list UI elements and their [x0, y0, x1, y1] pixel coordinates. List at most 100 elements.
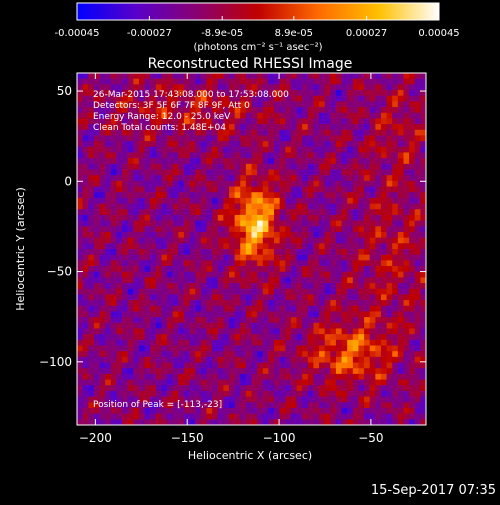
heatmap-cell [195, 351, 202, 358]
heatmap-cell [200, 95, 208, 102]
heatmap-cell [420, 294, 426, 301]
heatmap-cell [403, 317, 410, 324]
heatmap-cell [358, 231, 365, 239]
heatmap-cell [251, 197, 258, 205]
heatmap-cell [319, 317, 326, 324]
heatmap-cell [138, 118, 146, 125]
heatmap-cell [279, 158, 286, 165]
heatmap-cell [285, 362, 292, 369]
heatmap-cell [352, 175, 360, 182]
heatmap-cell [234, 254, 241, 261]
heatmap-cell [414, 84, 421, 91]
heatmap-cell [285, 152, 292, 159]
heatmap-cell [234, 73, 241, 80]
heatmap-cell [167, 107, 174, 114]
heatmap-cell [183, 368, 191, 375]
heatmap-cell [296, 345, 303, 352]
heatmap-cell [223, 78, 230, 85]
heatmap-cell [347, 135, 354, 142]
heatmap-cell [195, 203, 202, 210]
heatmap-cell [228, 271, 236, 278]
heatmap-cell [183, 362, 191, 369]
heatmap-cell [133, 220, 140, 227]
heatmap-cell [341, 214, 348, 222]
heatmap-cell [105, 135, 112, 142]
heatmap-cell [307, 260, 315, 267]
heatmap-cell [240, 345, 247, 352]
heatmap-cell [77, 226, 84, 233]
heatmap-cell [409, 209, 416, 216]
heatmap-cell [200, 419, 208, 425]
heatmap-cell [268, 345, 275, 352]
heatmap-cell [285, 419, 292, 425]
heatmap-cell [122, 203, 129, 210]
heatmap-cell [217, 328, 224, 335]
heatmap-cell [257, 84, 264, 91]
heatmap-cell [223, 396, 230, 403]
heatmap-cell [257, 226, 264, 233]
heatmap-cell [93, 271, 101, 278]
heatmap-cell [138, 339, 146, 347]
heatmap-cell [290, 243, 298, 250]
heatmap-cell [116, 379, 123, 386]
heatmap-cell [167, 237, 174, 244]
heatmap-cell [386, 90, 393, 97]
heatmap-cell [93, 373, 101, 381]
heatmap-cell [110, 73, 117, 80]
heatmap-cell [172, 220, 179, 227]
heatmap-cell [330, 300, 337, 307]
heatmap-cell [279, 283, 286, 290]
heatmap-cell [324, 271, 331, 278]
heatmap-cell [88, 305, 95, 313]
heatmap-cell [307, 339, 315, 347]
heatmap-cell [82, 283, 89, 290]
heatmap-cell [403, 311, 410, 318]
heatmap-cell [262, 112, 269, 120]
heatmap-cell [105, 214, 112, 222]
heatmap-cell [257, 186, 264, 193]
heatmap-cell [127, 362, 134, 369]
heatmap-cell [77, 249, 84, 256]
heatmap-cell [228, 385, 236, 392]
heatmap-cell [307, 226, 315, 233]
heatmap-cell [279, 231, 286, 239]
heatmap-cell [150, 396, 157, 403]
heatmap-cell [307, 158, 315, 165]
heatmap-cell [274, 197, 281, 205]
heatmap-cell [195, 231, 202, 239]
heatmap-cell [212, 266, 219, 273]
heatmap-cell [257, 78, 264, 85]
heatmap-cell [144, 180, 151, 188]
heatmap-cell [200, 317, 208, 324]
heatmap-cell [172, 379, 179, 386]
heatmap-cell [251, 107, 258, 114]
heatmap-cell [144, 373, 151, 381]
heatmap-cell [144, 169, 151, 176]
heatmap-cell [150, 118, 157, 125]
heatmap-cell [144, 243, 151, 250]
heatmap-cell [296, 305, 303, 313]
heatmap-cell [386, 317, 393, 324]
heatmap-cell [93, 226, 101, 233]
heatmap-cell [200, 118, 208, 125]
heatmap-cell [88, 129, 95, 137]
heatmap-cell [200, 328, 208, 335]
heatmap-cell [172, 385, 179, 392]
heatmap-cell [274, 356, 281, 364]
heatmap-cell [122, 294, 129, 301]
heatmap-cell [380, 379, 388, 386]
heatmap-cell [364, 266, 371, 273]
heatmap-cell [347, 237, 354, 244]
heatmap-cell [392, 180, 399, 188]
heatmap-cell [234, 328, 241, 335]
heatmap-cell [414, 209, 421, 216]
heatmap-cell [110, 271, 117, 278]
heatmap-cell [341, 129, 348, 137]
heatmap-cell [155, 186, 163, 193]
heatmap-cell [262, 135, 269, 142]
heatmap-cell [99, 107, 106, 114]
heatmap-cell [122, 334, 129, 341]
heatmap-cell [268, 197, 275, 205]
heatmap-cell [228, 419, 236, 425]
heatmap-cell [195, 180, 202, 188]
